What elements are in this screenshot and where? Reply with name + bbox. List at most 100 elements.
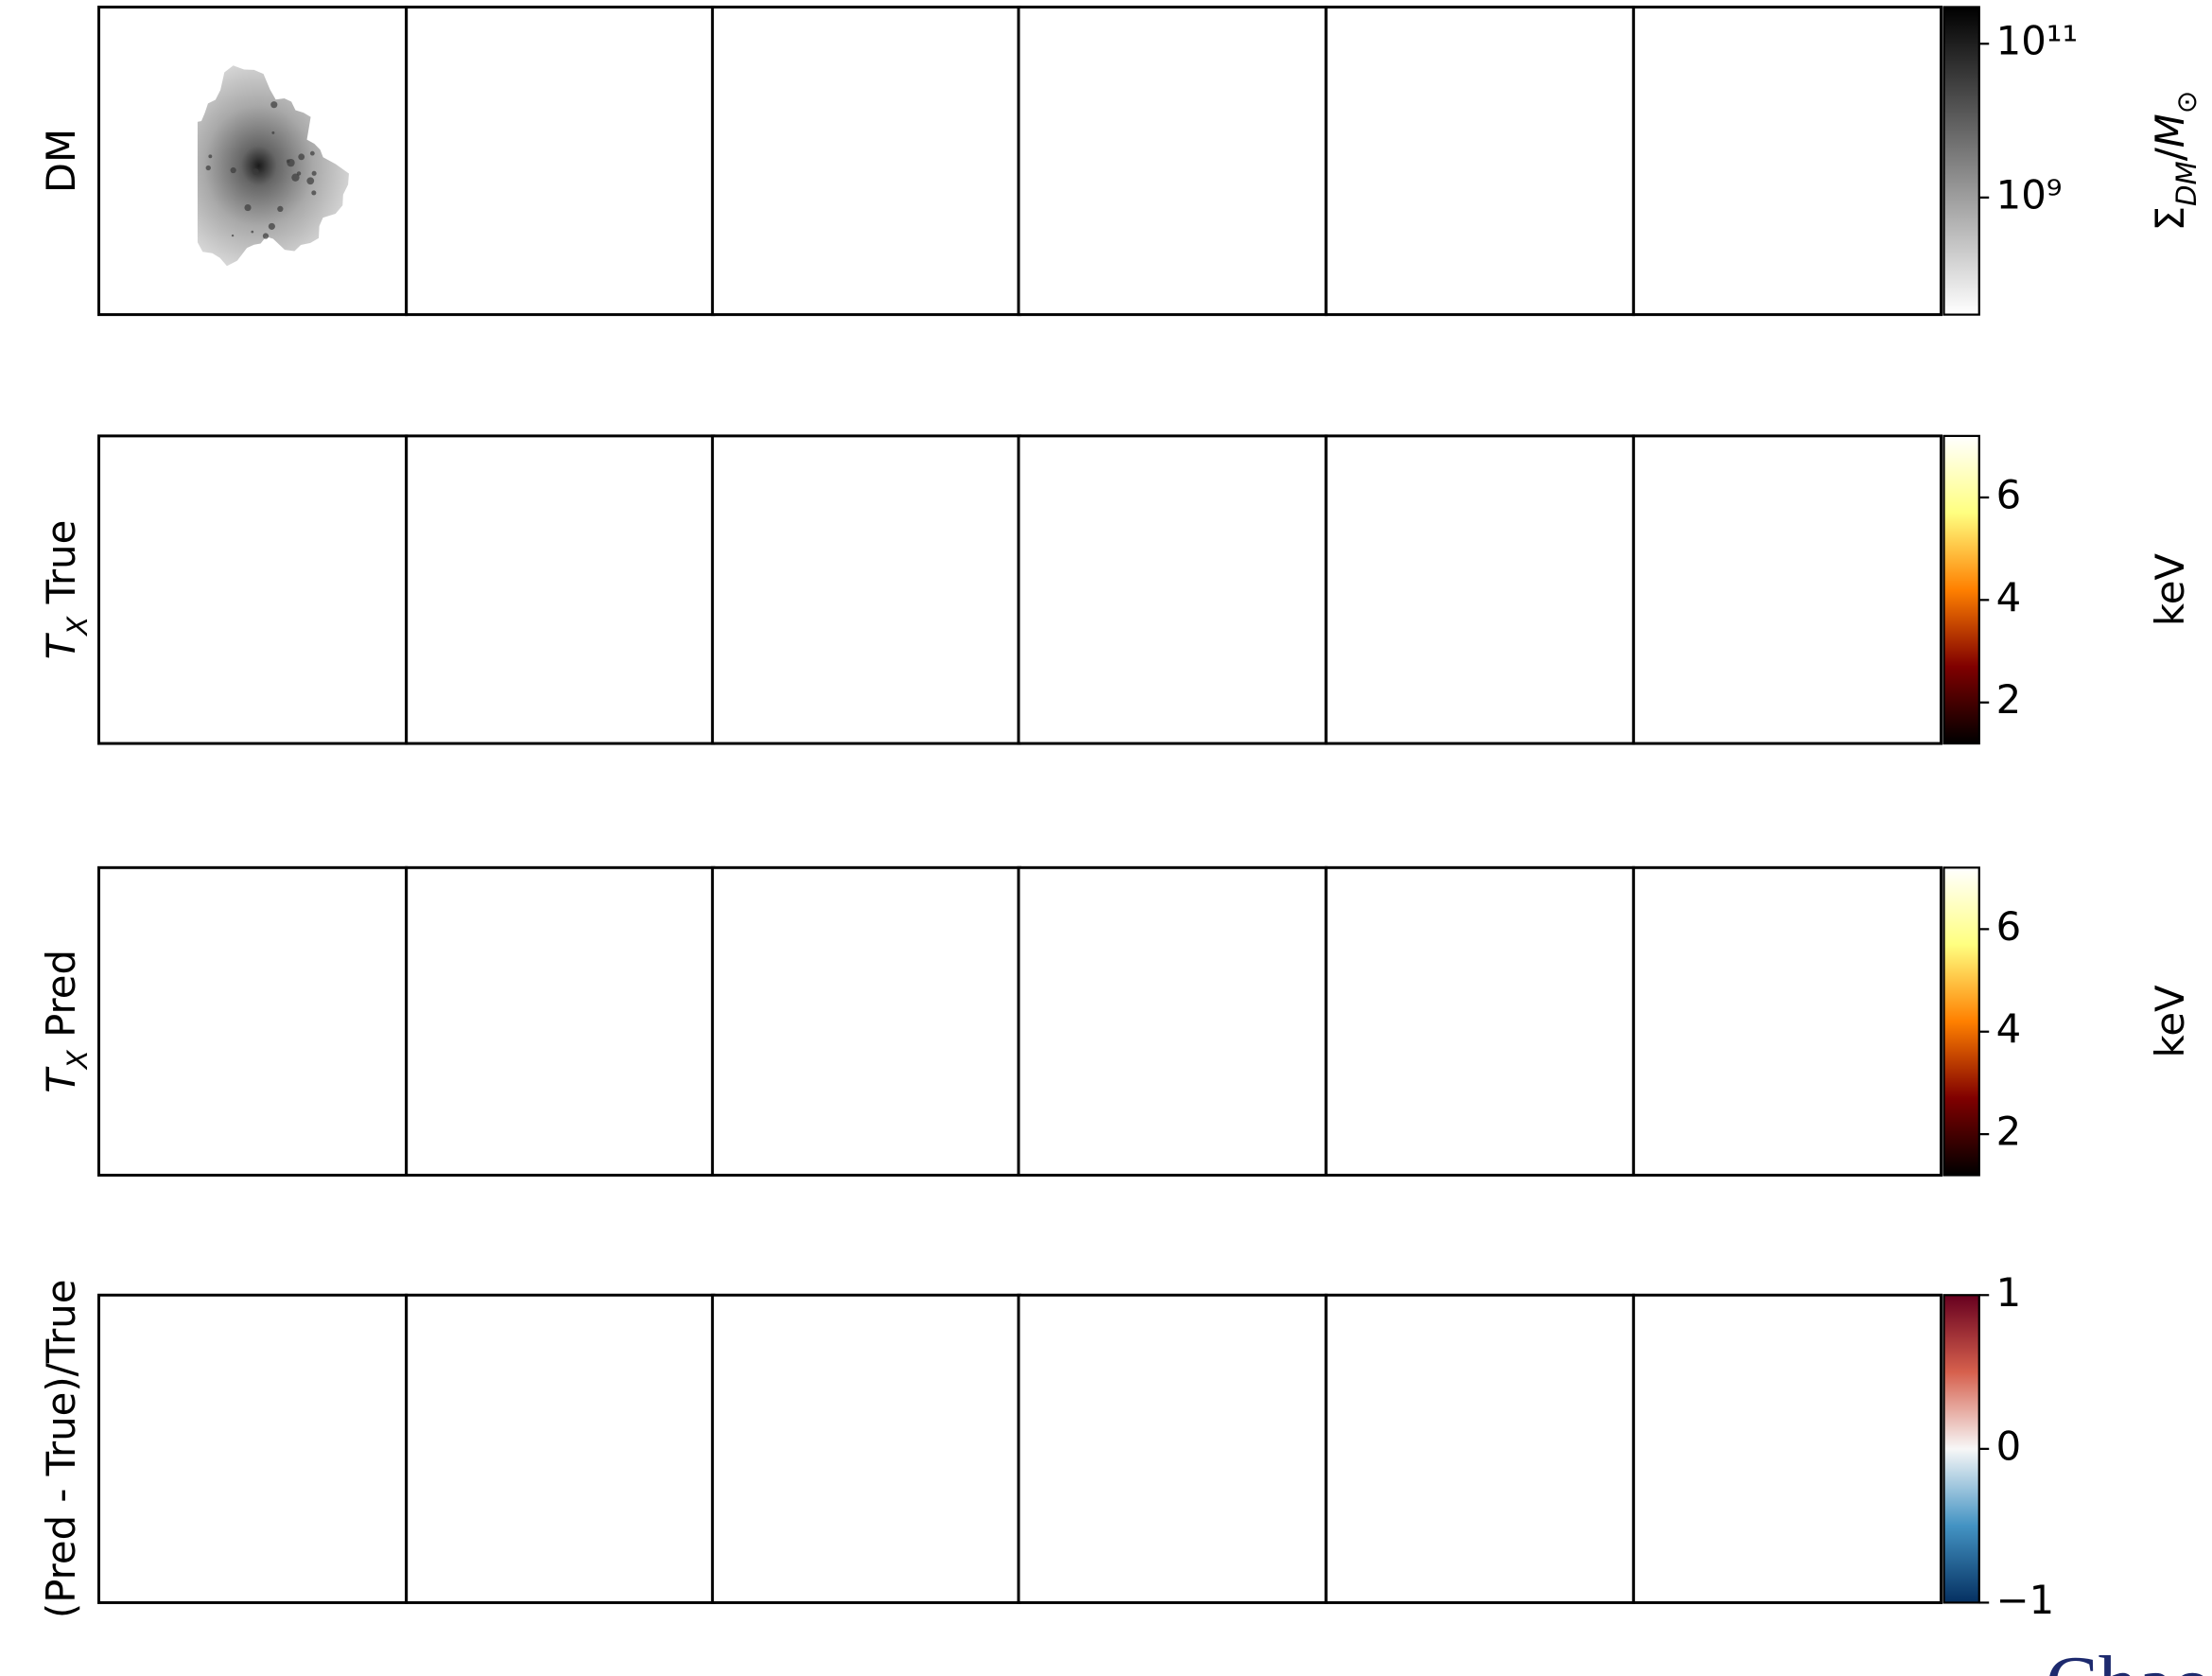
colorbar-label: ΣDM/M⊙ — [2147, 91, 2203, 232]
panel-bg — [407, 867, 714, 1175]
panel — [1633, 867, 1941, 1175]
text-part: T — [38, 632, 84, 659]
panel — [1326, 436, 1633, 743]
substructure — [312, 171, 317, 176]
text-part: / — [2147, 147, 2193, 161]
panel — [99, 1295, 407, 1602]
panel — [712, 436, 1019, 743]
panel — [407, 436, 714, 743]
panel — [1326, 867, 1633, 1175]
substructure — [298, 153, 305, 160]
panel-bg — [1633, 1295, 1941, 1602]
panel — [407, 867, 714, 1175]
substructure — [310, 151, 315, 156]
panel-bg — [1633, 7, 1941, 314]
substructure — [269, 223, 275, 230]
panel-bg — [1633, 436, 1941, 743]
figure: Chao DM10¹¹10⁹ΣDM/M⊙TX True246keVTX Pred… — [0, 0, 2212, 1676]
colorbar — [1944, 867, 1979, 1175]
row-label: TX True — [38, 520, 94, 659]
text-part: Σ — [2147, 206, 2193, 231]
panel-bg — [1019, 1295, 1326, 1602]
text-part: ⊙ — [2170, 91, 2203, 113]
panel-bg — [712, 436, 1019, 743]
panel-bg — [712, 1295, 1019, 1602]
panel — [1019, 7, 1326, 314]
colorbar-tick-label: 1 — [1996, 1269, 2022, 1316]
panel — [712, 7, 1019, 314]
panel — [407, 1295, 714, 1602]
colorbar-tick-label: 10⁹ — [1996, 171, 2063, 218]
colorbar — [1944, 1295, 1979, 1602]
panel-bg — [1326, 867, 1633, 1175]
colorbar-tick-label: 10¹¹ — [1996, 18, 2079, 64]
substructure — [271, 131, 274, 134]
substructure — [306, 177, 314, 184]
footer-text: Chao — [2046, 1641, 2212, 1676]
panel — [99, 7, 407, 314]
panel — [1019, 867, 1326, 1175]
substructure — [311, 190, 316, 195]
panel — [1633, 436, 1941, 743]
colorbar-tick-label: 2 — [1996, 676, 2022, 723]
row-label: TX Pred — [38, 950, 94, 1093]
row-label: (Pred - True)/True — [38, 1280, 84, 1618]
panel — [712, 867, 1019, 1175]
panel — [1633, 1295, 1941, 1602]
substructure — [244, 204, 251, 211]
panel — [1019, 1295, 1326, 1602]
substructure — [270, 101, 277, 108]
colorbar-tick-label: 6 — [1996, 471, 2022, 517]
substructure — [291, 173, 299, 181]
substructure — [208, 154, 212, 158]
text-part: X — [61, 1049, 94, 1071]
substructure — [231, 167, 236, 173]
colorbar-tick-label: 4 — [1996, 574, 2022, 620]
text-part: keV — [2147, 553, 2193, 626]
substructure — [287, 160, 290, 164]
panel — [1019, 436, 1326, 743]
text-part: keV — [2147, 985, 2193, 1057]
panel-bg — [1326, 436, 1633, 743]
colorbar — [1944, 7, 1979, 314]
text-part: (Pred - True)/True — [38, 1280, 84, 1618]
text-part: True — [38, 520, 84, 617]
page: {"rows": [ {"label": [{"text": "DM"}], "… — [0, 0, 2212, 1676]
substructure — [206, 166, 211, 170]
text-part: DM — [38, 129, 84, 193]
panel-bg — [99, 436, 407, 743]
text-part: T — [38, 1066, 84, 1093]
panel-bg — [407, 436, 714, 743]
panel-bg — [712, 7, 1019, 314]
text-part: DM — [2170, 161, 2203, 206]
text-part: X — [61, 616, 94, 637]
substructure — [253, 168, 259, 175]
colorbar-tick-label: 6 — [1996, 903, 2022, 950]
colorbar-tick-label: 0 — [1996, 1423, 2022, 1469]
panel — [1326, 1295, 1633, 1602]
row-label: DM — [38, 129, 84, 193]
panel-bg — [99, 1295, 407, 1602]
panel-bg — [1326, 1295, 1633, 1602]
panel — [1326, 7, 1633, 314]
panel-bg — [1019, 436, 1326, 743]
colorbar-label: keV — [2147, 985, 2193, 1057]
colorbar — [1944, 436, 1979, 743]
panel-bg — [712, 867, 1019, 1175]
text-part: Pred — [38, 950, 84, 1050]
colorbar-tick-label: −1 — [1996, 1577, 2055, 1623]
panel-bg — [99, 867, 407, 1175]
panel-bg — [407, 1295, 714, 1602]
text-part: M — [2147, 113, 2193, 148]
colorbar-tick-label: 4 — [1996, 1005, 2022, 1052]
substructure — [263, 233, 269, 238]
panel — [99, 867, 407, 1175]
panel — [712, 1295, 1019, 1602]
substructure — [277, 206, 283, 212]
panel — [407, 7, 714, 314]
substructure — [251, 231, 253, 234]
colorbar-tick-label: 2 — [1996, 1109, 2022, 1155]
panel-bg — [1019, 867, 1326, 1175]
panel-bg — [1019, 7, 1326, 314]
panel-bg — [1633, 867, 1941, 1175]
